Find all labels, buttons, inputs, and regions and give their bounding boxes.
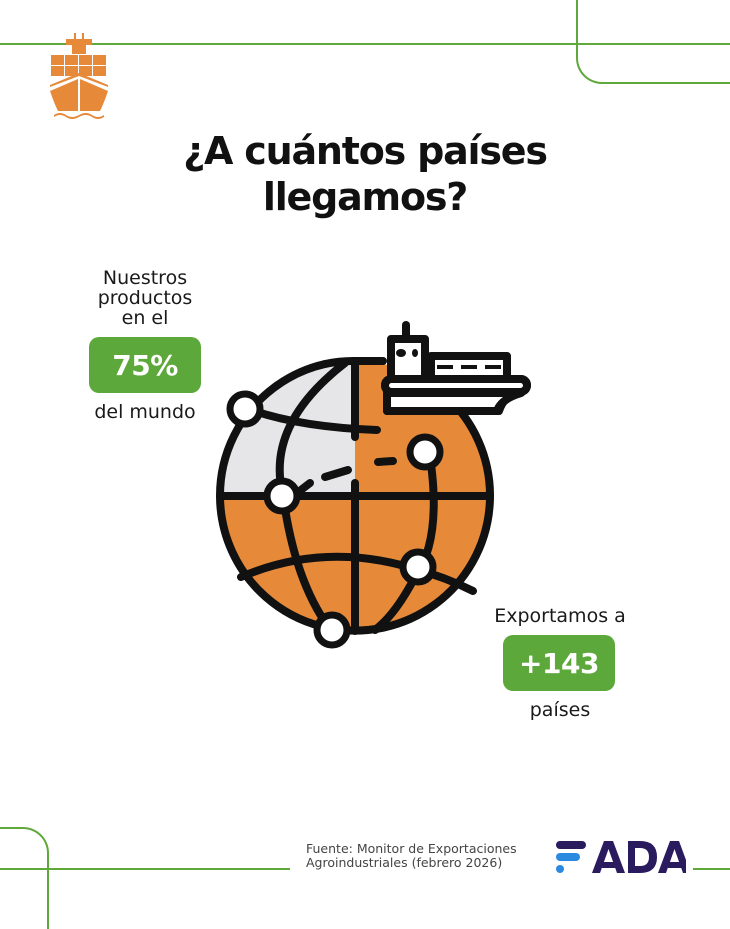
countries-stat-label-top: Exportamos a [494, 605, 626, 627]
container-ship-icon [48, 33, 110, 121]
top-right-corner-frame [576, 0, 730, 84]
bottom-left-corner-frame [0, 827, 49, 929]
world-stat-label-top: Nuestros productos en el [97, 267, 193, 329]
countries-count-badge: +143 [503, 635, 615, 691]
world-percentage-badge: 75% [89, 337, 201, 393]
world-percentage-value: 75% [112, 348, 178, 382]
fada-logo [556, 838, 686, 876]
bottom-divider-line-right [693, 868, 730, 870]
globe-with-ship-icon [205, 315, 535, 655]
title-line-2: llegamos? [262, 175, 468, 219]
world-stat-label-bottom: del mundo [94, 401, 196, 423]
bottom-divider-line-left [0, 868, 290, 870]
countries-stat-label-bottom: países [529, 699, 591, 721]
source-citation: Fuente: Monitor de Exportaciones Agroind… [306, 841, 517, 870]
countries-count-value: +143 [519, 646, 599, 680]
top-divider-line [0, 43, 730, 45]
title-line-1: ¿A cuántos países [183, 129, 548, 173]
page-title: ¿A cuántos países llegamos? [0, 128, 730, 220]
